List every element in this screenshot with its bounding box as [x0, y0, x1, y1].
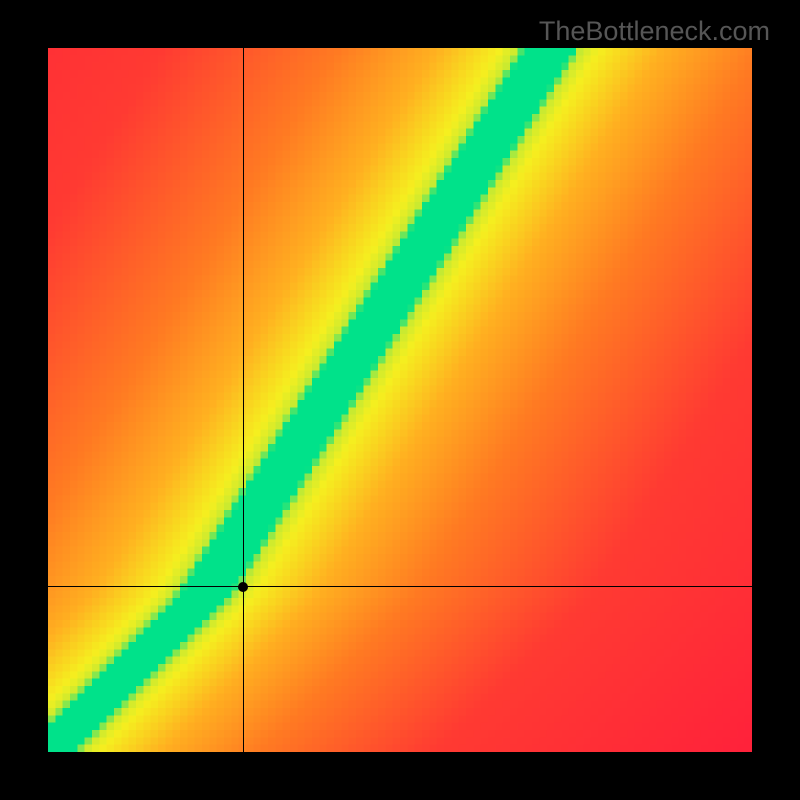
crosshair-horizontal	[48, 586, 752, 587]
crosshair-vertical	[243, 48, 244, 752]
heatmap-canvas	[48, 48, 752, 752]
heatmap-plot	[48, 48, 752, 752]
data-point-marker	[238, 582, 248, 592]
chart-container: TheBottleneck.com	[0, 0, 800, 800]
watermark-text: TheBottleneck.com	[539, 16, 770, 47]
